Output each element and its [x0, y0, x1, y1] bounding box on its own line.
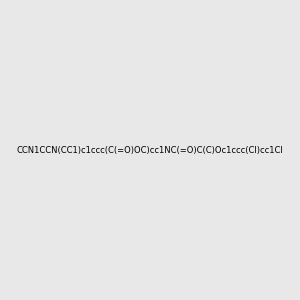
Text: CCN1CCN(CC1)c1ccc(C(=O)OC)cc1NC(=O)C(C)Oc1ccc(Cl)cc1Cl: CCN1CCN(CC1)c1ccc(C(=O)OC)cc1NC(=O)C(C)O…: [16, 146, 283, 154]
